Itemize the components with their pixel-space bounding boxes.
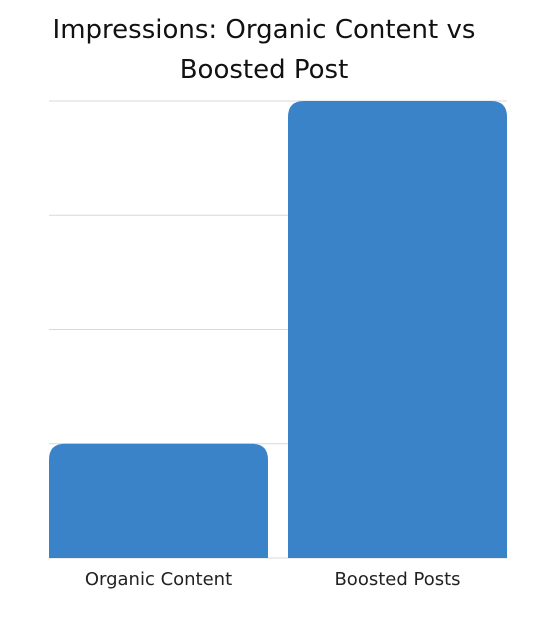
bar: [49, 443, 268, 558]
chart-title: Impressions: Organic Content vs Boosted …: [52, 15, 476, 85]
x-tick-label: Organic Content: [85, 569, 232, 590]
x-tick-label: Boosted Posts: [334, 569, 460, 590]
bar: [288, 101, 507, 558]
